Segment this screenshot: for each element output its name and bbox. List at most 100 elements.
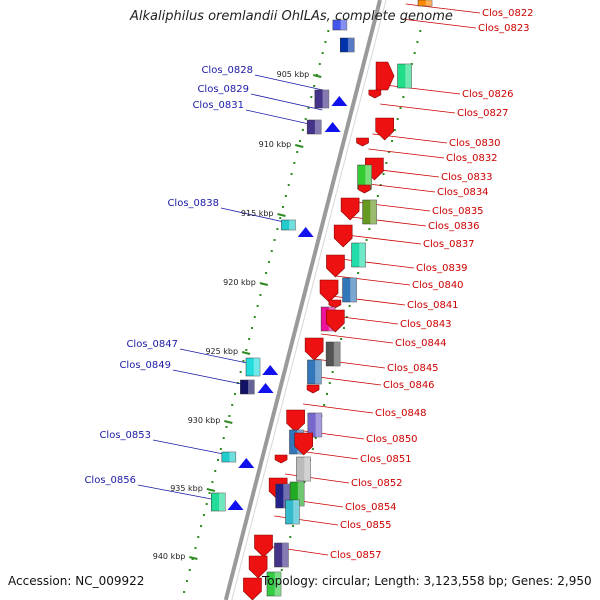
ruler-dot-left bbox=[202, 514, 205, 516]
gene-label-clos-0837: Clos_0837 bbox=[423, 239, 475, 250]
ruler-dot-left bbox=[214, 470, 217, 472]
reverse-gene-box bbox=[253, 358, 260, 376]
genome-stats-text: Topology: circular; Length: 3,123,558 bp… bbox=[262, 574, 592, 588]
ruler-dot-left bbox=[183, 591, 186, 593]
forward-gene-arrow bbox=[248, 555, 268, 579]
forward-gene-box bbox=[274, 572, 281, 596]
gene-leader-line bbox=[314, 358, 386, 369]
gene-label-clos-0847: Clos_0847 bbox=[126, 339, 178, 350]
forward-gene-box bbox=[333, 342, 341, 366]
forward-gene-box bbox=[370, 200, 377, 224]
ruler-dot-left bbox=[259, 294, 262, 296]
reverse-gene-box bbox=[218, 493, 226, 511]
ruler-dot-left bbox=[222, 437, 225, 439]
gene-label-clos-0836: Clos_0836 bbox=[428, 221, 480, 232]
gene-label-clos-0822: Clos_0822 bbox=[482, 8, 534, 19]
ruler-dot-right bbox=[368, 228, 371, 230]
reverse-gene-box bbox=[211, 492, 226, 512]
ruler-dot-left bbox=[301, 129, 304, 131]
ruler-dot-right bbox=[340, 338, 343, 340]
scale-label: 925 kbp bbox=[205, 347, 238, 356]
ruler-dot-left bbox=[219, 448, 222, 450]
forward-gene-box bbox=[315, 360, 322, 384]
ruler-dot-right bbox=[331, 371, 334, 373]
gene-label-clos-0852: Clos_0852 bbox=[351, 478, 403, 489]
gene-label-clos-0823: Clos_0823 bbox=[478, 23, 530, 34]
forward-gene-arrow bbox=[306, 384, 320, 394]
gene-label-clos-0841: Clos_0841 bbox=[407, 300, 459, 311]
gene-label-clos-0830: Clos_0830 bbox=[449, 138, 501, 149]
gene-label-clos-0827: Clos_0827 bbox=[457, 108, 509, 119]
forward-gene-box bbox=[283, 484, 290, 508]
reverse-gene-box bbox=[339, 37, 355, 53]
gene-leader-line bbox=[380, 103, 456, 114]
ruler-dot-left bbox=[248, 338, 251, 340]
ruler-dot-left bbox=[228, 415, 231, 417]
forward-gene-arrow bbox=[358, 184, 371, 194]
gene-label-clos-0853: Clos_0853 bbox=[99, 430, 151, 441]
gene-label-clos-0829: Clos_0829 bbox=[197, 84, 249, 95]
scale-tick bbox=[295, 144, 304, 148]
scale-label: 920 kbp bbox=[223, 278, 256, 287]
reverse-gene-box bbox=[229, 452, 236, 462]
gene-label-clos-0832: Clos_0832 bbox=[446, 153, 498, 164]
forward-gene-box bbox=[405, 64, 412, 88]
reverse-gene-box bbox=[281, 219, 296, 231]
forward-gene-box bbox=[307, 359, 322, 385]
forward-gene-arrow bbox=[333, 224, 353, 248]
ruler-dot-left bbox=[256, 305, 259, 307]
ruler-dot-left bbox=[217, 459, 220, 461]
reverse-gene-box bbox=[322, 90, 329, 108]
gene-label-clos-0831: Clos_0831 bbox=[192, 100, 244, 111]
scale-tick bbox=[312, 74, 322, 78]
scale-label: 915 kbp bbox=[241, 209, 274, 218]
ruler-dot-right bbox=[345, 316, 348, 318]
ruler-dot-right bbox=[393, 129, 396, 131]
gene-leader-line bbox=[172, 369, 252, 387]
reverse-gene-box bbox=[221, 451, 237, 463]
genome-backbone-edge bbox=[231, 0, 387, 600]
ruler-dot-left bbox=[208, 492, 211, 494]
ruler-dot-left bbox=[310, 96, 313, 98]
reverse-gene-box bbox=[347, 38, 355, 52]
ruler-dot-left bbox=[299, 140, 302, 142]
ruler-dot-left bbox=[327, 30, 330, 32]
ruler-dot-right bbox=[289, 536, 292, 538]
gene-leader-line bbox=[368, 148, 445, 159]
gene-leader-line bbox=[335, 275, 411, 286]
forward-gene-arrow bbox=[326, 254, 345, 278]
forward-gene-box bbox=[350, 278, 357, 302]
genome-backbone bbox=[223, 0, 382, 600]
ruler-dot-left bbox=[239, 371, 242, 373]
ruler-dot-right bbox=[379, 184, 382, 186]
ruler-dot-right bbox=[388, 151, 391, 153]
scale-tick bbox=[241, 351, 251, 355]
ruler-dot-right bbox=[416, 41, 419, 43]
reverse-gene-box bbox=[248, 380, 255, 394]
forward-gene-arrow bbox=[368, 89, 382, 99]
ruler-dot-left bbox=[273, 239, 276, 241]
gene-leader-line bbox=[401, 18, 477, 29]
ruler-dot-left bbox=[307, 107, 310, 109]
scale-tick bbox=[277, 213, 286, 217]
gene-label-clos-0838: Clos_0838 bbox=[167, 198, 219, 209]
ruler-dot-left bbox=[296, 151, 299, 153]
gene-leader-line bbox=[359, 182, 436, 193]
scale-label: 935 kbp bbox=[170, 484, 203, 493]
reverse-gene-box bbox=[289, 220, 296, 230]
gene-label-clos-0835: Clos_0835 bbox=[432, 206, 484, 217]
scale-label: 930 kbp bbox=[188, 416, 221, 425]
gene-leader-line bbox=[330, 295, 406, 306]
scale-tick bbox=[189, 556, 198, 560]
reverse-gene-arrow bbox=[297, 227, 314, 237]
ruler-dot-right bbox=[399, 107, 402, 109]
forward-gene-arrow bbox=[286, 409, 305, 433]
forward-gene-box bbox=[297, 482, 305, 506]
gene-leader-line bbox=[254, 74, 328, 92]
ruler-dot-left bbox=[205, 503, 208, 505]
forward-gene-arrow bbox=[326, 309, 345, 333]
gene-label-clos-0826: Clos_0826 bbox=[462, 89, 514, 100]
ruler-dot-left bbox=[233, 393, 236, 395]
gene-leader-line bbox=[250, 93, 323, 111]
